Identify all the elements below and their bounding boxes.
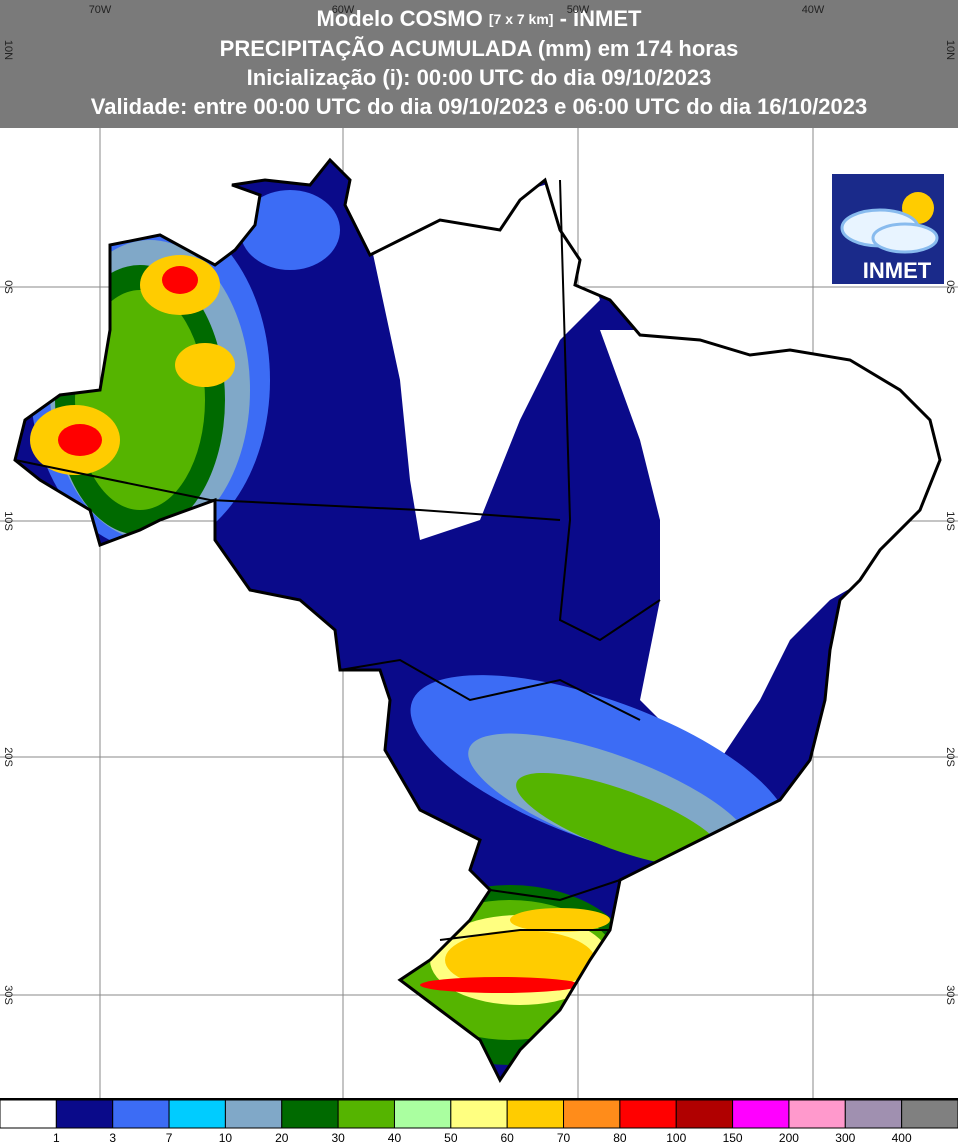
header-bar: [0, 0, 958, 128]
latitude-label-left: 0S: [2, 280, 14, 293]
logo-text: INMET: [863, 258, 932, 283]
title: Modelo COSMO [7 x 7 km] - INMET: [317, 6, 643, 31]
legend-label: 100: [666, 1131, 686, 1145]
state-border: [14, 459, 561, 521]
legend-swatch: [901, 1099, 958, 1129]
legend-label: 20: [275, 1131, 289, 1145]
latitude-label-right: 0S: [944, 280, 956, 293]
legend-swatch: [337, 1099, 395, 1129]
subtitle: PRECIPITAÇÃO ACUMULADA (mm) em 174 horas: [220, 36, 739, 61]
legend-swatch: [0, 1099, 57, 1129]
latitude-label-right: 30S: [944, 985, 956, 1005]
legend-top-rule: [0, 1098, 958, 1100]
legend-swatch: [281, 1099, 339, 1129]
legend-label: 7: [166, 1131, 173, 1145]
legend-label: 200: [779, 1131, 799, 1145]
legend-label: 3: [109, 1131, 116, 1145]
legend-label: 50: [444, 1131, 458, 1145]
latitude-label-left: 10S: [2, 511, 14, 531]
title-source: - INMET: [560, 6, 642, 31]
latitude-label-left: 10N: [2, 40, 14, 60]
legend-swatch: [450, 1099, 508, 1129]
legend-swatch: [844, 1099, 903, 1129]
state-border: [489, 879, 621, 902]
state-border: [339, 658, 641, 721]
longitude-label: 70W: [89, 4, 112, 16]
legend-swatch: [675, 1099, 734, 1129]
legend-label: 1: [53, 1131, 60, 1145]
legend-label: 300: [835, 1131, 855, 1145]
legend-swatch: [224, 1099, 283, 1129]
title-main: Modelo COSMO: [317, 6, 483, 31]
state-border: [439, 929, 610, 941]
legend-swatch: [393, 1099, 452, 1129]
legend-label: 30: [331, 1131, 345, 1145]
legend-swatch: [55, 1099, 114, 1129]
latitude-label-right: 10S: [944, 511, 956, 531]
legend-label: 70: [557, 1131, 571, 1145]
init-line: Inicialização (i): 00:00 UTC do dia 09/1…: [247, 65, 712, 90]
legend-label: 80: [613, 1131, 627, 1145]
legend-swatch: [506, 1099, 565, 1129]
legend-label: 60: [500, 1131, 514, 1145]
legend-swatch: [563, 1099, 621, 1129]
title-resolution: [7 x 7 km]: [489, 11, 554, 27]
longitude-label: 60W: [332, 4, 355, 16]
latitude-label-right: 20S: [944, 747, 956, 767]
longitude-label: 40W: [802, 4, 825, 16]
legend-swatch: [788, 1099, 846, 1129]
latitude-label-left: 20S: [2, 747, 14, 767]
legend-label: 150: [723, 1131, 743, 1145]
legend: 1 3 7 10 20 30 40 50 60 70 80 100 150 200 300 400: [0, 1099, 958, 1145]
legend-label: 400: [892, 1131, 912, 1145]
legend-swatch: [112, 1099, 170, 1129]
legend-swatch: [168, 1099, 226, 1129]
validity-line: Validade: entre 00:00 UTC do dia 09/10/2…: [91, 94, 867, 119]
longitude-label: 50W: [567, 4, 590, 16]
precipitation-field: [15, 160, 940, 1080]
logo: INMET: [832, 174, 944, 284]
legend-swatch: [732, 1099, 790, 1129]
latitude-label-left: 30S: [2, 985, 14, 1005]
state-border: [558, 179, 661, 642]
legend-label: 40: [388, 1131, 402, 1145]
legend-label: 10: [219, 1131, 233, 1145]
latitude-label-right: 10N: [944, 40, 956, 60]
legend-swatch: [619, 1099, 677, 1129]
